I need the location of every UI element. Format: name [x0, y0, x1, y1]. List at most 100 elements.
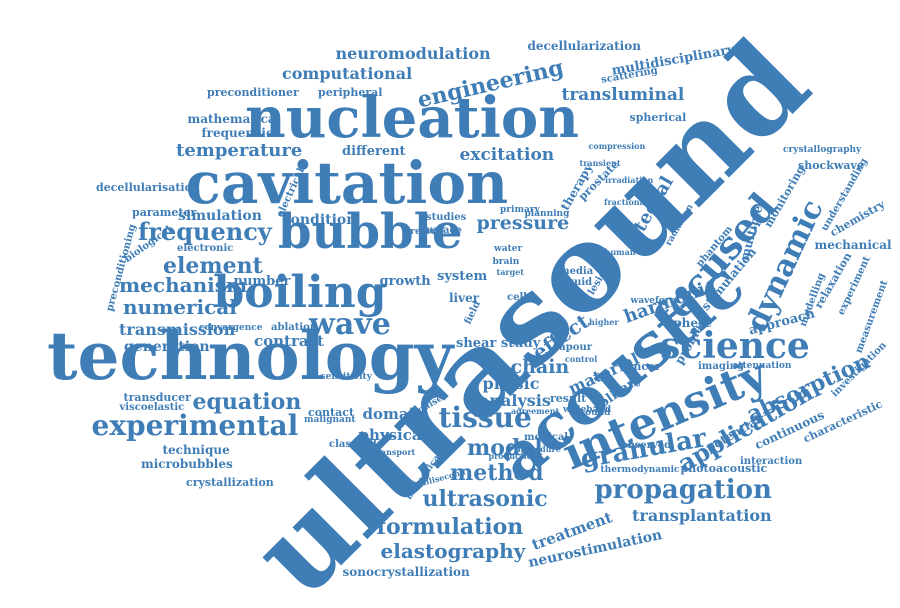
word-contact: contact	[308, 405, 355, 419]
word-ultrasonic: ultrasonic	[422, 486, 548, 512]
word-method: method	[450, 460, 544, 486]
word-higher: higher	[589, 317, 619, 327]
word-formulation: formulation	[376, 514, 524, 540]
word-growth: growth	[379, 273, 431, 289]
word-number: number	[233, 273, 291, 289]
word-generation: generation	[124, 339, 210, 355]
word-domain: domain	[362, 404, 426, 423]
word-numerical: numerical	[123, 295, 237, 319]
word-chain: chain	[510, 355, 570, 378]
word-crystallization: crystallization	[186, 475, 274, 489]
word-target: target	[496, 267, 524, 277]
word-irradiation: irradiation	[605, 175, 654, 185]
word-wave: wave	[309, 307, 391, 342]
word-sound: sound	[580, 407, 611, 418]
word-excitation: excitation	[459, 144, 555, 165]
word-propagation: propagation	[594, 475, 772, 505]
word-waveform: waveform	[630, 295, 680, 306]
word-simulation: simulation	[178, 208, 262, 224]
word-classical: classical	[329, 439, 377, 450]
word-transducer: transducer	[123, 390, 191, 404]
word-attenuation: attenuation	[732, 360, 792, 371]
word-bubble: bubble	[278, 204, 463, 260]
word-elastography: elastography	[380, 539, 526, 563]
word-mechanical: mechanical	[814, 238, 892, 252]
word-ablation: ablation	[271, 322, 318, 333]
word-decellularization: decellularization	[527, 39, 641, 53]
word-shear-study: shear study	[456, 335, 541, 351]
word-surface: surface	[420, 225, 462, 236]
word-interaction: interaction	[740, 456, 803, 467]
word-vapour: vapour	[553, 342, 593, 353]
word-thermodynamic: thermodynamic	[600, 464, 680, 475]
word-cancer: cancer	[619, 359, 661, 373]
word-physical: physical	[358, 425, 428, 444]
word-result: result	[550, 391, 587, 405]
word-mechanism: mechanism	[119, 273, 248, 297]
word-technique: technique	[162, 443, 230, 457]
word-computational: computational	[282, 64, 413, 83]
word-condition: condition	[282, 212, 357, 228]
word-fractional: fractional	[604, 197, 648, 207]
word-agreement: agreement	[511, 406, 560, 416]
word-present: present	[404, 226, 443, 237]
word-different: different	[342, 143, 406, 159]
word-procedure: procedure	[515, 444, 561, 454]
word-cavitation: cavitation	[185, 149, 509, 217]
word-production: production	[488, 451, 538, 461]
word-contrast: contrast	[254, 331, 324, 350]
word-liquid: liquid	[559, 277, 593, 288]
word-viscoelastic: viscoelastic	[119, 402, 185, 413]
word-system: system	[437, 268, 488, 284]
word-transmission: transmission	[119, 320, 236, 339]
word-mathematical: mathematical	[187, 112, 281, 126]
word-temperature: temperature	[176, 140, 303, 161]
word-element: element	[163, 253, 263, 279]
word-imaging: imaging	[698, 361, 744, 372]
word-sonocrystallization: sonocrystallization	[342, 565, 470, 579]
word-observed: observed	[621, 440, 672, 451]
word-neuromodulation: neuromodulation	[335, 44, 491, 63]
word-planning: planning	[524, 208, 570, 219]
word-electronic: electronic	[177, 243, 234, 254]
word-medical: medical	[524, 432, 569, 443]
word-compression: compression	[588, 141, 646, 151]
word-malignant: malignant	[304, 414, 356, 425]
word-shockwave: shockwave	[798, 158, 864, 172]
word-cell: cell	[507, 292, 528, 303]
word-scattering: scattering	[599, 65, 659, 86]
word-water: water	[494, 243, 523, 254]
word-pressure: pressure	[476, 211, 570, 234]
word-nucleation: nucleation	[245, 85, 579, 151]
word-preconditioner: preconditioner	[207, 85, 299, 99]
word-transient: transient	[579, 158, 621, 168]
word-liver: liver	[449, 291, 480, 305]
word-science: science	[660, 325, 810, 367]
word-physic: physic	[482, 374, 540, 393]
word-tissue: tissue	[438, 401, 532, 434]
word-studies: studies	[426, 212, 467, 223]
word-model: model	[467, 435, 543, 461]
word-media: media	[559, 266, 594, 277]
word-photoacoustic: photoacoustic	[680, 461, 768, 475]
word-frequency: frequency	[138, 217, 272, 246]
word-brain: brain	[492, 256, 520, 267]
word-transport: transport	[373, 447, 416, 457]
word-sphere: sphere	[666, 316, 712, 330]
word-wideband: wideband	[563, 404, 612, 415]
word-transplantation: transplantation	[632, 506, 772, 525]
word-spherical: spherical	[629, 110, 687, 124]
word-microbubbles: microbubbles	[141, 457, 233, 471]
word-transluminal: transluminal	[561, 84, 685, 105]
word-analysis: analysis	[479, 391, 551, 410]
word-crystallography: crystallography	[783, 144, 862, 155]
word-parameter: parameter	[132, 205, 197, 219]
word-frequencies: frequencies	[201, 126, 281, 140]
word-decellularisation: decellularisation	[96, 180, 200, 194]
word-control: control	[565, 354, 598, 364]
word-primary: primary	[500, 204, 540, 215]
word-technology: technology	[47, 317, 454, 395]
word-convergence: convergence	[199, 322, 263, 333]
word-peripheral: peripheral	[318, 85, 383, 99]
